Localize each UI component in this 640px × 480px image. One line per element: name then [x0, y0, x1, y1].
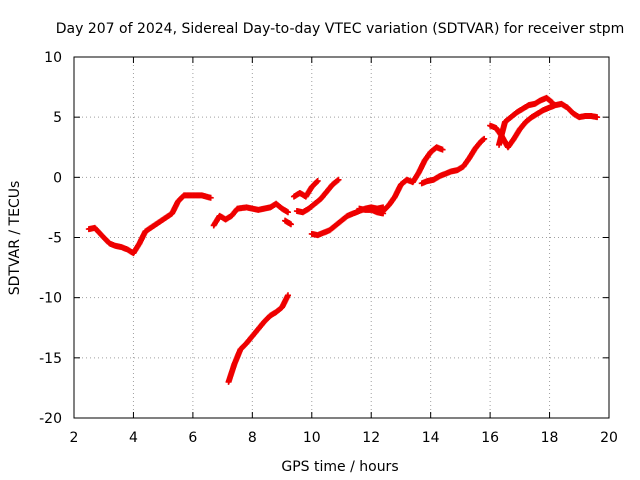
x-tick-label: 8: [248, 430, 257, 446]
data-point: [480, 136, 487, 143]
series-arc-12: [496, 94, 556, 148]
chart-title: Day 207 of 2024, Sidereal Day-to-day VTE…: [56, 21, 625, 37]
x-axis-label: GPS time / hours: [281, 459, 398, 475]
x-tick-label: 12: [362, 430, 380, 446]
series-arc-9: [380, 144, 446, 215]
y-tick-label: -5: [48, 231, 62, 247]
y-tick-label: -20: [39, 411, 62, 427]
data-point: [314, 177, 321, 184]
y-axis-label: SDTVAR / TECUs: [7, 181, 23, 296]
series-arc-8: [356, 205, 387, 217]
x-tick-label: 18: [541, 430, 559, 446]
axis-ticks: 2 4 6 8 10 12 14 16 18 20 -20 -15 -10 -5 0 5 10: [39, 50, 618, 446]
data-point: [548, 98, 555, 105]
series-arc-3: [225, 292, 291, 385]
data-point: [287, 221, 294, 228]
data-points: [85, 94, 601, 385]
series-arc-4: [282, 217, 294, 228]
series-arc-10: [418, 135, 488, 187]
data-point: [285, 292, 291, 299]
series-arc-6: [293, 176, 342, 216]
series-arc-2: [210, 200, 291, 229]
x-tick-label: 2: [70, 430, 79, 446]
data-point: [594, 114, 601, 121]
data-point: [207, 194, 214, 201]
y-tick-label: 10: [44, 50, 62, 66]
data-point: [335, 176, 342, 183]
x-tick-label: 20: [600, 430, 618, 446]
x-tick-label: 14: [422, 430, 440, 446]
x-tick-label: 6: [188, 430, 197, 446]
data-point: [334, 177, 341, 184]
data-point: [549, 99, 556, 106]
grid: [74, 57, 609, 418]
y-tick-label: -15: [39, 351, 62, 367]
x-tick-label: 4: [129, 430, 138, 446]
data-point: [313, 178, 320, 185]
x-tick-label: 10: [303, 430, 321, 446]
x-tick-label: 16: [481, 430, 499, 446]
series-arc-5: [290, 177, 321, 200]
y-tick-label: 5: [53, 110, 62, 126]
data-point: [285, 209, 291, 216]
series-arc-1: [85, 192, 214, 257]
y-tick-label: -10: [39, 291, 62, 307]
data-point: [439, 146, 446, 153]
y-tick-label: 0: [53, 170, 62, 186]
data-point: [481, 135, 488, 142]
